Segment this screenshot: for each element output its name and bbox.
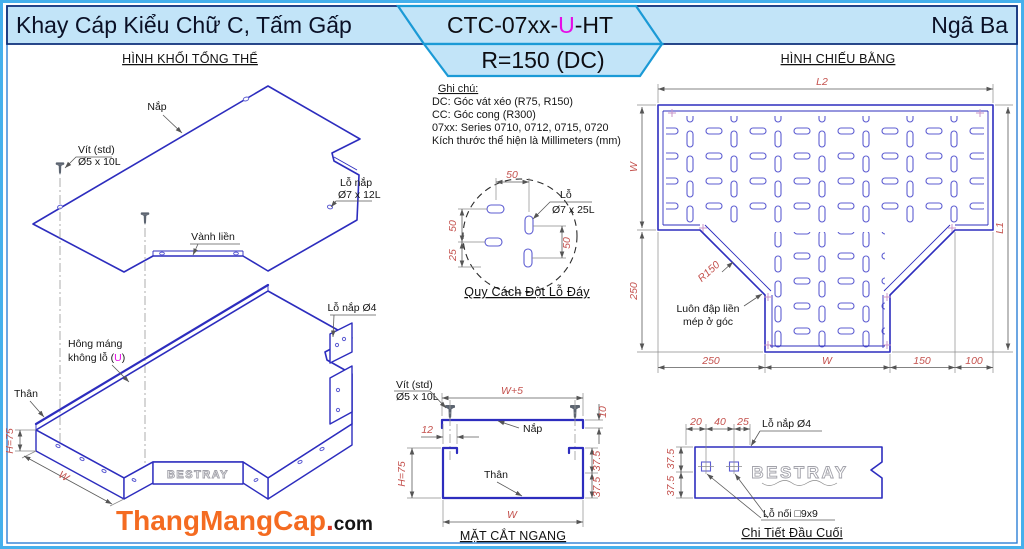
plan-outline xyxy=(657,104,994,353)
svg-text:Ø5 x 10L: Ø5 x 10L xyxy=(396,391,439,403)
dim-lip: 10 xyxy=(597,406,609,418)
section-view: W+5 10 12 H=75 37.5 37.5 W Nắp Thân xyxy=(394,379,609,543)
section-body xyxy=(441,446,585,500)
screw-icon xyxy=(55,162,65,175)
dim-l1: L1 xyxy=(994,222,1006,234)
product-title: Khay Cáp Kiểu Chữ C, Tấm Gấp xyxy=(16,12,352,38)
note-line: CC: Góc cong (R300) xyxy=(432,109,536,121)
dim-50-right: 50 xyxy=(561,237,573,249)
note-line: 07xx: Series 0710, 0712, 0715, 0720 xyxy=(432,122,608,134)
variant-label: R=150 (DC) xyxy=(481,47,604,73)
dim-l2: L2 xyxy=(816,76,828,88)
corner-note: Luôn đập liền xyxy=(676,303,739,315)
rim-label: Vành liền xyxy=(191,231,235,243)
footer-logo: ThangMangCap.com xyxy=(116,505,373,536)
dim-radius: R150 xyxy=(696,259,723,285)
screw-label: Vít (std) xyxy=(78,144,115,156)
branch-end-panel xyxy=(152,461,244,485)
end-plate xyxy=(694,446,883,499)
svg-text:mép ở góc: mép ở góc xyxy=(683,316,733,328)
body-label: Thân xyxy=(14,388,38,400)
punch-detail: 50 50 25 50 Lỗ Ø7 x 25L Quy Cách Đột Lỗ … xyxy=(447,169,595,299)
cover-hole-label: Lỗ nắp Ø4 xyxy=(762,417,811,430)
end-detail: BESTRAY 20 40 25 37.5 37.5 Lỗ nắp Ø4 Lỗ … xyxy=(665,416,883,540)
dim-half-b: 37.5 xyxy=(591,477,603,498)
dim-50-top: 50 xyxy=(506,169,518,181)
brand-emboss: BESTRAY xyxy=(167,469,229,481)
fitting-type: Ngã Ba xyxy=(931,12,1008,38)
dim-half-a: 37.5 xyxy=(591,451,603,472)
note-line: Kích thước thể hiện là Millimeters (mm) xyxy=(432,135,621,147)
screw-label: Vít (std) xyxy=(396,379,433,391)
tray-floor xyxy=(35,290,353,479)
company-logo: ThangMangCap.com xyxy=(116,505,373,536)
joint-hole-label: Lỗ nối □9x9 xyxy=(763,507,818,520)
dim-250-side: 250 xyxy=(628,282,640,301)
dim-bottom-150: 150 xyxy=(913,355,931,367)
overall-view-title: HÌNH KHỐI TỔNG THỂ xyxy=(122,51,258,66)
end-detail-title: Chi Tiết Đầu Cuối xyxy=(741,526,842,540)
end-flange-plate xyxy=(329,365,353,425)
svg-text:Ø7 x 25L: Ø7 x 25L xyxy=(552,204,595,216)
dim-50-left: 50 xyxy=(447,220,459,232)
cover-hole-label: Lỗ nắp xyxy=(340,176,372,189)
tray-left-wall xyxy=(35,429,125,500)
brand-emboss: BESTRAY xyxy=(751,463,848,482)
cover-label: Nắp xyxy=(523,422,542,435)
svg-text:không lỗ (U): không lỗ (U) xyxy=(68,351,125,364)
dim-25: 25 xyxy=(736,416,749,428)
cover-label: Nắp xyxy=(147,100,166,113)
svg-text:Ø5 x 10L: Ø5 x 10L xyxy=(78,156,121,168)
tray-right-wall xyxy=(267,423,353,500)
body-label: Thân xyxy=(484,469,508,481)
dim-20: 20 xyxy=(689,416,702,428)
dim-w-side: W xyxy=(628,161,640,172)
notes-heading: Ghi chú: xyxy=(438,83,478,95)
side-wall-label: Hông máng xyxy=(68,338,122,350)
svg-text:Ø7 x 12L: Ø7 x 12L xyxy=(338,189,381,201)
product-code: CTC-07xx-U-HT xyxy=(447,12,613,38)
dim-body-height: H=75 xyxy=(396,461,408,487)
section-view-title: MẶT CẮT NGANG xyxy=(460,528,566,543)
note-line: DC: Góc vát xéo (R75, R150) xyxy=(432,96,573,108)
dim-side-a: 37.5 xyxy=(665,449,677,470)
screw-icon xyxy=(140,212,150,225)
plan-view: HÌNH CHIẾU BẰNG L2 W 250 L1 xyxy=(628,51,1013,373)
dim-cover-width: W+5 xyxy=(501,385,523,397)
cover-hole4-label: Lỗ nắp Ø4 xyxy=(327,301,376,314)
dim-bottom-100: 100 xyxy=(965,355,983,367)
dim-side-b: 37.5 xyxy=(665,476,677,497)
dim-bottom-w: W xyxy=(822,355,833,367)
punch-detail-title: Quy Cách Đột Lỗ Đáy xyxy=(464,284,590,299)
cover-outline xyxy=(32,85,361,273)
dim-bottom-250: 250 xyxy=(701,355,720,367)
dim-25-left: 25 xyxy=(447,249,459,262)
notes-block: Ghi chú: DC: Góc vát xéo (R75, R150) CC:… xyxy=(432,83,621,147)
dim-width: W xyxy=(56,469,72,485)
dim-body-width: W xyxy=(507,509,518,521)
section-cover xyxy=(440,418,585,430)
plan-view-title: HÌNH CHIẾU BẰNG xyxy=(781,51,896,66)
overall-view: HÌNH KHỐI TỔNG THỂ BESTRAY xyxy=(4,51,381,507)
dim-height: H=75 xyxy=(4,428,16,454)
title-block-variant-cell xyxy=(421,42,665,78)
dim-flange: 12 xyxy=(421,424,433,436)
punch-hole-label: Lỗ xyxy=(560,188,572,201)
dim-40: 40 xyxy=(714,416,726,428)
title-block: Khay Cáp Kiểu Chữ C, Tấm Gấp CTC-07xx-U-… xyxy=(6,4,1018,78)
